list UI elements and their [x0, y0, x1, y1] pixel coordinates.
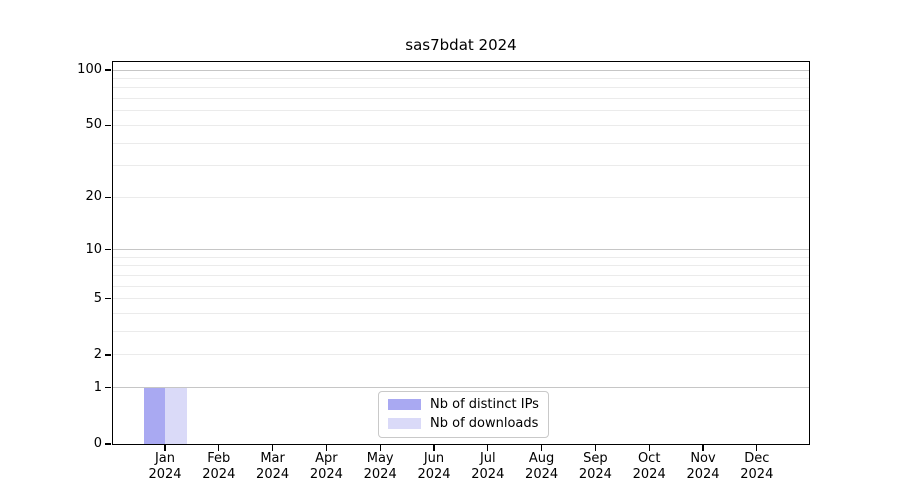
y-tick-mark: [105, 387, 111, 389]
x-tick-mark: [702, 445, 704, 451]
x-tick-year: 2024: [202, 467, 236, 482]
y-major-gridline: [113, 69, 809, 71]
x-tick-label: Sep 2024: [565, 451, 625, 483]
y-tick-label: 100: [77, 62, 102, 77]
legend-label-distinct-ips: Nb of distinct IPs: [430, 397, 539, 412]
y-minor-gridline: [113, 142, 809, 144]
x-tick-mark: [433, 445, 435, 451]
y-tick-label: 10: [85, 241, 102, 257]
x-tick-label: Feb 2024: [189, 451, 249, 483]
x-tick-year: 2024: [148, 467, 182, 482]
x-tick-month: Jan: [154, 451, 176, 466]
x-tick-month: May: [366, 451, 394, 466]
y-minor-gridline: [113, 274, 809, 276]
x-tick-year: 2024: [256, 467, 290, 482]
y-minor-gridline: [113, 87, 809, 89]
x-tick-month: Feb: [207, 451, 231, 466]
y-tick-mark: [105, 354, 111, 356]
x-tick-label: May 2024: [350, 451, 410, 483]
y-minor-gridline: [113, 98, 809, 100]
x-tick-year: 2024: [525, 467, 559, 482]
x-tick-month: Aug: [528, 451, 555, 466]
y-tick-label: 1: [93, 379, 102, 395]
y-tick-label: 0: [93, 436, 102, 451]
y-tick-label: 5: [93, 290, 102, 306]
x-tick-label: Mar 2024: [243, 451, 303, 483]
y-tick-mark: [105, 443, 111, 445]
y-minor-gridline: [113, 285, 809, 287]
x-tick-month: Sep: [583, 451, 608, 466]
x-tick-year: 2024: [740, 467, 774, 482]
x-tick-label: Dec 2024: [727, 451, 787, 483]
x-tick-month: Jun: [423, 451, 445, 466]
y-major-gridline: [113, 387, 809, 389]
y-tick-label: 20: [85, 189, 102, 205]
legend-swatch-downloads: [388, 418, 421, 429]
x-tick-mark: [648, 445, 650, 451]
y-minor-gridline: [113, 77, 809, 79]
x-tick-month: Dec: [744, 451, 770, 466]
x-tick-month: Jul: [479, 451, 496, 466]
y-minor-gridline: [113, 256, 809, 258]
x-tick-mark: [487, 445, 489, 451]
y-minor-gridline: [113, 124, 809, 126]
bar-distinct-ips: [143, 387, 165, 444]
y-tick-label: 2: [93, 346, 102, 362]
y-minor-gridline: [113, 196, 809, 198]
x-tick-year: 2024: [632, 467, 666, 482]
y-tick-mark: [105, 249, 111, 251]
x-tick-mark: [272, 445, 274, 451]
chart-title: sas7bdat 2024: [405, 36, 517, 54]
x-tick-month: Oct: [637, 451, 661, 466]
x-tick-mark: [379, 445, 381, 451]
y-tick-label: 50: [85, 117, 102, 133]
y-tick-mark: [105, 196, 111, 198]
y-major-gridline: [113, 249, 809, 251]
x-tick-mark: [541, 445, 543, 451]
x-tick-label: Apr 2024: [296, 451, 356, 483]
y-minor-gridline: [113, 354, 809, 356]
y-minor-gridline: [113, 265, 809, 267]
y-minor-gridline: [113, 331, 809, 333]
x-tick-mark: [164, 445, 166, 451]
x-tick-month: Apr: [315, 451, 338, 466]
y-tick-mark: [105, 69, 111, 71]
bar-downloads: [165, 387, 187, 444]
x-tick-month: Mar: [260, 451, 285, 466]
x-tick-label: Oct 2024: [619, 451, 679, 483]
x-tick-mark: [325, 445, 327, 451]
x-tick-mark: [594, 445, 596, 451]
x-tick-label: Jun 2024: [404, 451, 464, 483]
y-tick-mark: [105, 124, 111, 126]
legend-item-distinct-ips: Nb of distinct IPs: [388, 397, 539, 412]
x-tick-label: Jan 2024: [135, 451, 195, 483]
x-tick-year: 2024: [309, 467, 343, 482]
legend-label-downloads: Nb of downloads: [430, 416, 539, 431]
y-minor-gridline: [113, 298, 809, 300]
legend: Nb of distinct IPs Nb of downloads: [378, 391, 549, 438]
x-tick-year: 2024: [686, 467, 720, 482]
y-tick-mark: [105, 298, 111, 300]
y-minor-gridline: [113, 165, 809, 167]
x-tick-year: 2024: [578, 467, 612, 482]
x-tick-year: 2024: [471, 467, 505, 482]
x-tick-year: 2024: [417, 467, 451, 482]
legend-item-downloads: Nb of downloads: [388, 416, 539, 431]
x-tick-label: Aug 2024: [512, 451, 572, 483]
y-minor-gridline: [113, 110, 809, 112]
x-tick-label: Nov 2024: [673, 451, 733, 483]
x-tick-mark: [218, 445, 220, 451]
x-tick-label: Jul 2024: [458, 451, 518, 483]
x-tick-mark: [756, 445, 758, 451]
x-tick-month: Nov: [690, 451, 716, 466]
y-minor-gridline: [113, 313, 809, 315]
x-tick-year: 2024: [363, 467, 397, 482]
legend-swatch-distinct-ips: [388, 399, 421, 410]
